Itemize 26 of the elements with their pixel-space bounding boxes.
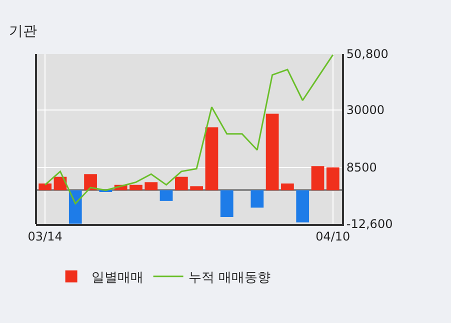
bar (220, 190, 234, 218)
bar (281, 184, 294, 190)
bar (84, 174, 97, 190)
y-tick-label: 30000 (346, 102, 385, 117)
bar (266, 114, 279, 190)
bar (160, 190, 173, 201)
x-tick-label: 04/10 (316, 229, 350, 244)
y-tick-label: -12,600 (346, 217, 393, 232)
line-series (44, 54, 334, 204)
bar (130, 184, 142, 190)
y-tick-label: 8500 (346, 160, 377, 175)
y-tick-label: 50,800 (346, 47, 388, 62)
legend-label: 일별매매 (91, 270, 144, 286)
bar (311, 166, 324, 190)
bar (144, 182, 158, 190)
chart-title: 기관 (9, 24, 38, 40)
legend-label: 누적 매매동향 (188, 270, 270, 286)
bar (250, 190, 264, 208)
bar (68, 190, 82, 224)
x-tick-label: 03/14 (28, 229, 62, 244)
bar (296, 190, 310, 222)
bar (326, 167, 340, 190)
bar (38, 184, 52, 190)
bar (174, 176, 188, 190)
bar (205, 127, 218, 190)
bar (190, 186, 204, 190)
